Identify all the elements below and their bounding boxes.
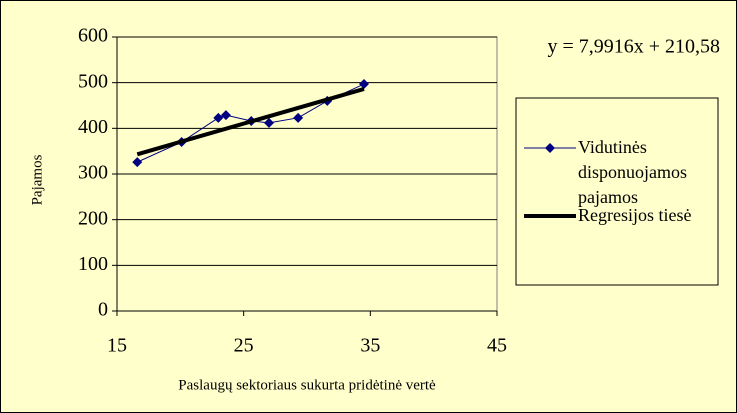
y-tick-label: 100 xyxy=(78,253,108,275)
x-tick-label: 15 xyxy=(107,335,127,357)
y-axis-label: Pajamos xyxy=(29,154,45,205)
y-tick-label: 300 xyxy=(78,162,108,184)
legend-box xyxy=(515,97,719,286)
x-axis-label: Paslaugų sektoriaus sukurta pridėtinė ve… xyxy=(178,377,436,393)
regression-line xyxy=(136,87,365,157)
legend-label: Regresijos tiesė xyxy=(578,205,692,225)
data-point xyxy=(213,112,224,123)
x-tick-label: 45 xyxy=(487,335,507,357)
y-tick-label: 600 xyxy=(78,25,108,47)
legend-entry: Vidutinės disponuojamos pajamos xyxy=(578,137,688,207)
data-point xyxy=(132,157,143,168)
y-tick-label: 200 xyxy=(78,207,108,229)
x-tick-label: 25 xyxy=(234,335,254,357)
data-point xyxy=(359,79,369,90)
legend-label: Vidutinės disponuojamos pajamos xyxy=(578,137,688,207)
y-tick-label: 400 xyxy=(78,116,108,138)
data-point xyxy=(293,112,304,123)
legend-entry: Regresijos tiesė xyxy=(578,205,692,225)
y-tick-label: 0 xyxy=(98,299,108,321)
legend-marker xyxy=(545,143,555,153)
data-point xyxy=(264,117,274,128)
data-point xyxy=(220,110,231,121)
y-tick-label: 500 xyxy=(78,70,108,92)
annotation: y = 7,9916x + 210,58 xyxy=(547,36,720,58)
x-tick-label: 35 xyxy=(360,335,380,357)
